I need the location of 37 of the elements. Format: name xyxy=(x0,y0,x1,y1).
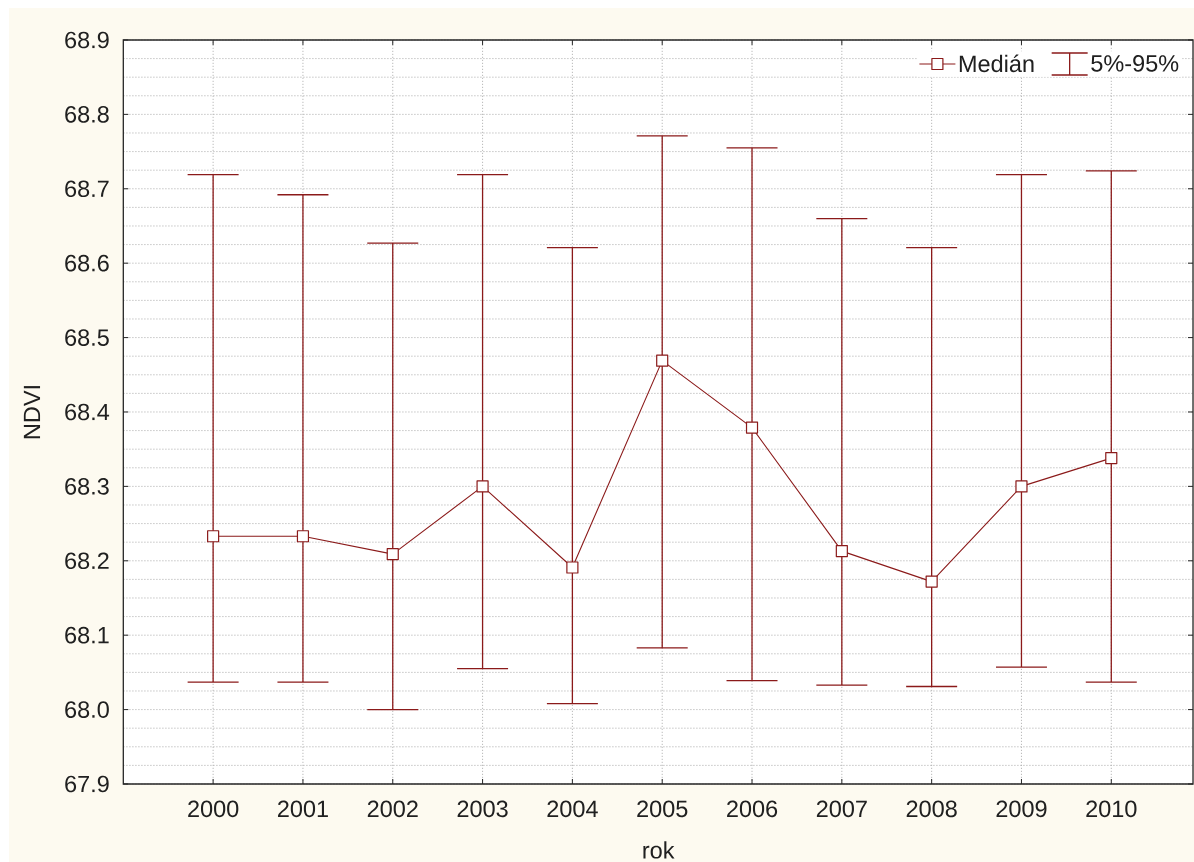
point xyxy=(745,421,759,434)
y-tick-label: 68.7 xyxy=(65,180,109,198)
y-tick-label: 68.6 xyxy=(65,254,109,272)
y-tick-label: 68.3 xyxy=(65,478,109,495)
x-tick-label: 2001 xyxy=(277,800,328,818)
point xyxy=(296,530,310,543)
point xyxy=(476,480,489,493)
x-axis-title: rok xyxy=(643,841,675,859)
point xyxy=(835,545,848,558)
y-tick-label: 68.2 xyxy=(65,552,109,570)
y-tick-label: 68.9 xyxy=(65,31,109,49)
y-tick-label: 68.5 xyxy=(65,329,109,346)
y-tick-label: 68.4 xyxy=(65,403,110,421)
y-tick-label: 68.0 xyxy=(65,701,109,718)
point xyxy=(1105,452,1118,465)
y-axis-title: NDVI xyxy=(23,386,41,439)
point xyxy=(656,354,669,367)
y-tick-label: 68.1 xyxy=(65,626,109,644)
point xyxy=(1015,480,1028,493)
x-tick-label: 2006 xyxy=(727,800,778,818)
x-tick-label: 2010 xyxy=(1086,800,1137,818)
point xyxy=(207,530,220,543)
point xyxy=(566,561,579,574)
x-tick-label: 2000 xyxy=(188,800,239,818)
y-tick-label: 68.8 xyxy=(65,106,109,123)
point xyxy=(386,547,399,561)
y-tick-label: 67.9 xyxy=(65,775,109,793)
x-tick-label: 2002 xyxy=(367,800,418,818)
x-tick-label: 2007 xyxy=(816,800,867,818)
legend-label: Medián xyxy=(959,54,1034,73)
x-tick-label: 2003 xyxy=(457,800,508,818)
x-tick-label: 2004 xyxy=(547,800,598,818)
point xyxy=(925,575,938,588)
x-tick-label: 2008 xyxy=(906,800,957,818)
annotation: 5%-95% xyxy=(1091,55,1179,72)
x-tick-label: 2009 xyxy=(996,800,1047,818)
x-tick-label: 2005 xyxy=(637,800,688,818)
